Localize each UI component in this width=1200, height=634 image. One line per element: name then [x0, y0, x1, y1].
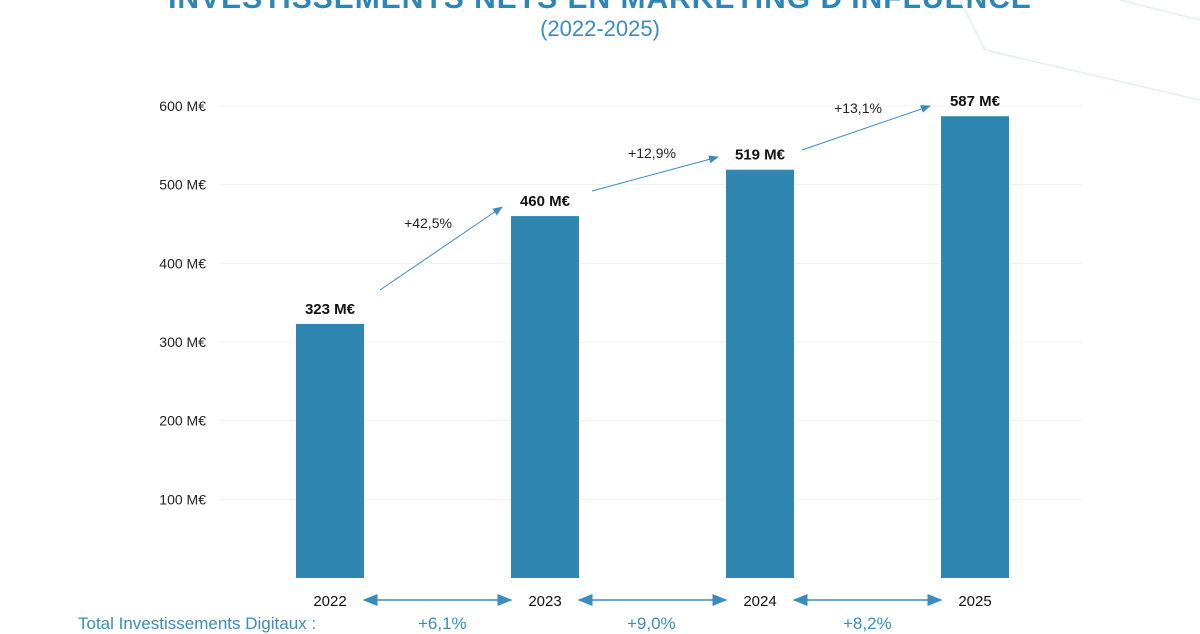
y-tick-label: 300 M€: [159, 334, 206, 350]
bar-2025: [941, 116, 1009, 578]
x-tick-label: 2023: [528, 593, 561, 610]
decorative-lines: [959, 0, 1200, 101]
digital-growth-3: +8,2%: [843, 614, 892, 633]
data-label: 519 M€: [735, 147, 786, 164]
growth-arrow: [591, 155, 719, 192]
data-label: 587 M€: [950, 93, 1001, 110]
y-tick-label: 500 M€: [159, 177, 206, 193]
growth-label: +13,1%: [834, 100, 882, 116]
y-tick-label: 200 M€: [159, 413, 206, 429]
x-tick-label: 2022: [313, 593, 346, 610]
bar-2023: [511, 216, 579, 578]
growth-label: +42,5%: [404, 215, 452, 231]
chart-title: INVESTISSEMENTS NETS EN MARKETING D'INFL…: [0, 0, 1200, 16]
x-tick-label: 2024: [743, 593, 776, 610]
digital-growth-2: +9,0%: [627, 614, 676, 633]
chart-subtitle: (2022-2025): [540, 16, 660, 41]
x-tick-label: 2025: [958, 593, 991, 610]
y-tick-label: 600 M€: [159, 98, 206, 114]
digital-total-label: Total Investissements Digitaux :: [78, 614, 317, 633]
bar-2024: [726, 169, 794, 578]
digital-growth-1: +6,1%: [418, 614, 467, 633]
bar-2022: [296, 323, 364, 578]
growth-arrow: [801, 105, 931, 151]
growth-arrow: [379, 206, 503, 291]
data-label: 460 M€: [520, 193, 571, 210]
y-tick-label: 400 M€: [159, 255, 206, 271]
growth-label: +12,9%: [628, 145, 676, 161]
data-label: 323 M€: [305, 301, 356, 318]
y-tick-label: 100 M€: [159, 491, 206, 507]
